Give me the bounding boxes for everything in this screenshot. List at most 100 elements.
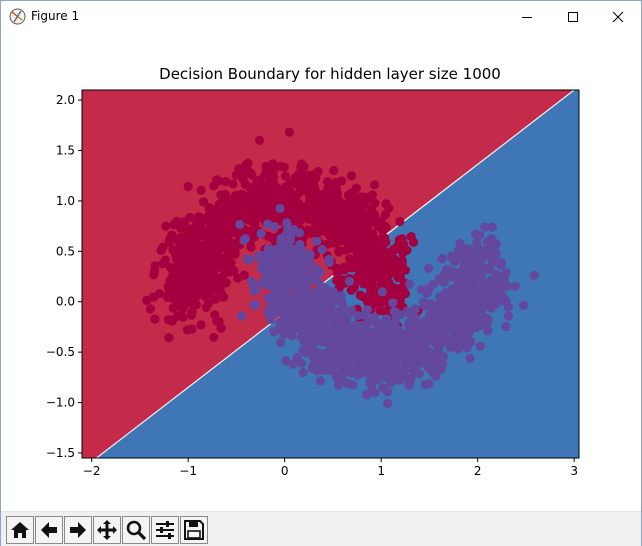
scatter-point-class-1 <box>442 264 452 274</box>
scatter-point-class-0 <box>238 174 249 185</box>
y-tick-label: 2.0 <box>56 93 75 107</box>
save-button[interactable] <box>180 516 208 544</box>
scatter-point-class-0 <box>150 261 160 271</box>
scatter-point-class-0 <box>194 241 204 251</box>
scatter-point-class-0 <box>406 232 416 242</box>
scatter-point-class-0 <box>222 198 232 208</box>
scatter-point-class-1 <box>279 249 289 259</box>
scatter-point-class-1 <box>466 249 476 259</box>
arrow-left-icon <box>41 522 57 538</box>
scatter-point-class-1 <box>257 277 267 287</box>
scatter-point-class-0 <box>252 197 262 208</box>
scatter-point-class-0 <box>369 180 380 190</box>
scatter-point-class-1 <box>462 343 472 353</box>
y-tick-label: 1.5 <box>56 143 75 157</box>
scatter-point-class-1 <box>386 320 396 330</box>
scatter-point-class-1 <box>412 342 423 352</box>
scatter-point-class-1 <box>346 368 356 378</box>
minimize-icon <box>522 16 532 18</box>
scatter-point-class-1 <box>376 331 386 341</box>
scatter-point-class-1 <box>368 327 378 338</box>
scatter-point-class-0 <box>346 171 357 181</box>
scatter-point-class-0 <box>398 248 408 258</box>
scatter-point-class-0 <box>150 314 160 324</box>
scatter-point-class-0 <box>275 189 285 200</box>
pan-button[interactable] <box>93 516 121 544</box>
scatter-point-class-0 <box>359 220 369 230</box>
scatter-point-class-1 <box>240 234 250 244</box>
decision-boundary-plot[interactable]: −2 −1 0 1 2 3 −1.5 −1.0 −0.5 0.0 0.5 1.0 1.5 2.0 <box>1 32 641 511</box>
scatter-point-class-0 <box>204 256 215 266</box>
scatter-point-class-0 <box>355 212 365 222</box>
y-tick-label: −0.5 <box>46 345 75 359</box>
scatter-point-class-1 <box>519 300 529 310</box>
y-tick-label: 0.0 <box>56 295 75 309</box>
scatter-point-class-1 <box>446 271 456 281</box>
scatter-point-class-0 <box>213 176 223 186</box>
back-button[interactable] <box>35 516 63 544</box>
scatter-point-class-1 <box>283 277 293 287</box>
scatter-point-class-0 <box>189 248 199 258</box>
forward-button[interactable] <box>64 516 92 544</box>
minimize-button[interactable] <box>504 1 550 32</box>
scatter-point-class-1 <box>465 353 475 363</box>
scatter-point-class-0 <box>329 165 339 176</box>
scatter-point-class-1 <box>398 349 408 359</box>
scatter-point-class-1 <box>302 282 312 293</box>
scatter-point-class-0 <box>196 185 206 195</box>
scatter-point-class-1 <box>336 291 346 301</box>
scatter-point-class-1 <box>300 316 310 327</box>
configure-subplots-button[interactable] <box>151 516 179 544</box>
scatter-point-class-0 <box>186 279 197 289</box>
scatter-point-class-1 <box>459 262 469 272</box>
scatter-point-class-1 <box>314 267 324 278</box>
scatter-point-class-1 <box>442 305 452 315</box>
scatter-point-class-0 <box>246 242 256 252</box>
scatter-point-class-0 <box>280 171 291 181</box>
scatter-point-class-0 <box>284 182 294 192</box>
scatter-point-class-0 <box>330 228 340 238</box>
scatter-point-class-1 <box>287 331 297 341</box>
scatter-point-class-0 <box>389 283 399 293</box>
scatter-point-class-1 <box>294 306 304 316</box>
scatter-point-class-0 <box>254 135 265 145</box>
scatter-point-class-0 <box>296 162 306 172</box>
scatter-point-class-0 <box>361 259 371 269</box>
scatter-point-class-0 <box>268 159 278 169</box>
scatter-point-class-1 <box>344 276 355 286</box>
scatter-point-class-0 <box>164 283 174 293</box>
title-bar[interactable]: Figure 1 <box>1 1 641 32</box>
scatter-point-class-0 <box>228 179 238 189</box>
scatter-point-class-1 <box>328 287 338 297</box>
scatter-point-class-0 <box>173 296 183 306</box>
maximize-button[interactable] <box>550 1 596 32</box>
scatter-point-class-0 <box>367 233 377 243</box>
scatter-point-class-1 <box>393 324 403 334</box>
scatter-point-class-0 <box>393 260 403 270</box>
y-tick-label: −1.5 <box>46 446 75 460</box>
scatter-point-class-1 <box>475 341 485 351</box>
magnifier-icon <box>126 520 147 541</box>
close-button[interactable] <box>595 1 641 32</box>
x-tick-label: 1 <box>377 464 385 478</box>
home-button[interactable] <box>6 516 34 544</box>
scatter-point-class-1 <box>308 360 318 371</box>
scatter-point-class-1 <box>454 321 464 331</box>
scatter-point-class-0 <box>221 176 231 187</box>
scatter-point-class-1 <box>308 310 318 320</box>
zoom-button[interactable] <box>122 516 150 544</box>
scatter-point-class-1 <box>362 305 373 315</box>
scatter-point-class-0 <box>179 271 189 281</box>
scatter-point-class-0 <box>379 296 389 306</box>
scatter-point-class-1 <box>510 281 520 291</box>
scatter-point-class-0 <box>400 289 410 299</box>
scatter-point-class-1 <box>251 300 261 310</box>
scatter-point-class-0 <box>173 259 183 269</box>
home-icon <box>11 522 29 538</box>
scatter-point-class-0 <box>344 203 354 214</box>
scatter-point-class-1 <box>428 279 438 290</box>
scatter-point-class-0 <box>211 294 221 304</box>
figure-canvas[interactable]: Decision Boundary for hidden layer size … <box>1 32 641 511</box>
scatter-point-class-0 <box>217 209 227 219</box>
x-tick-label: 2 <box>474 464 482 478</box>
